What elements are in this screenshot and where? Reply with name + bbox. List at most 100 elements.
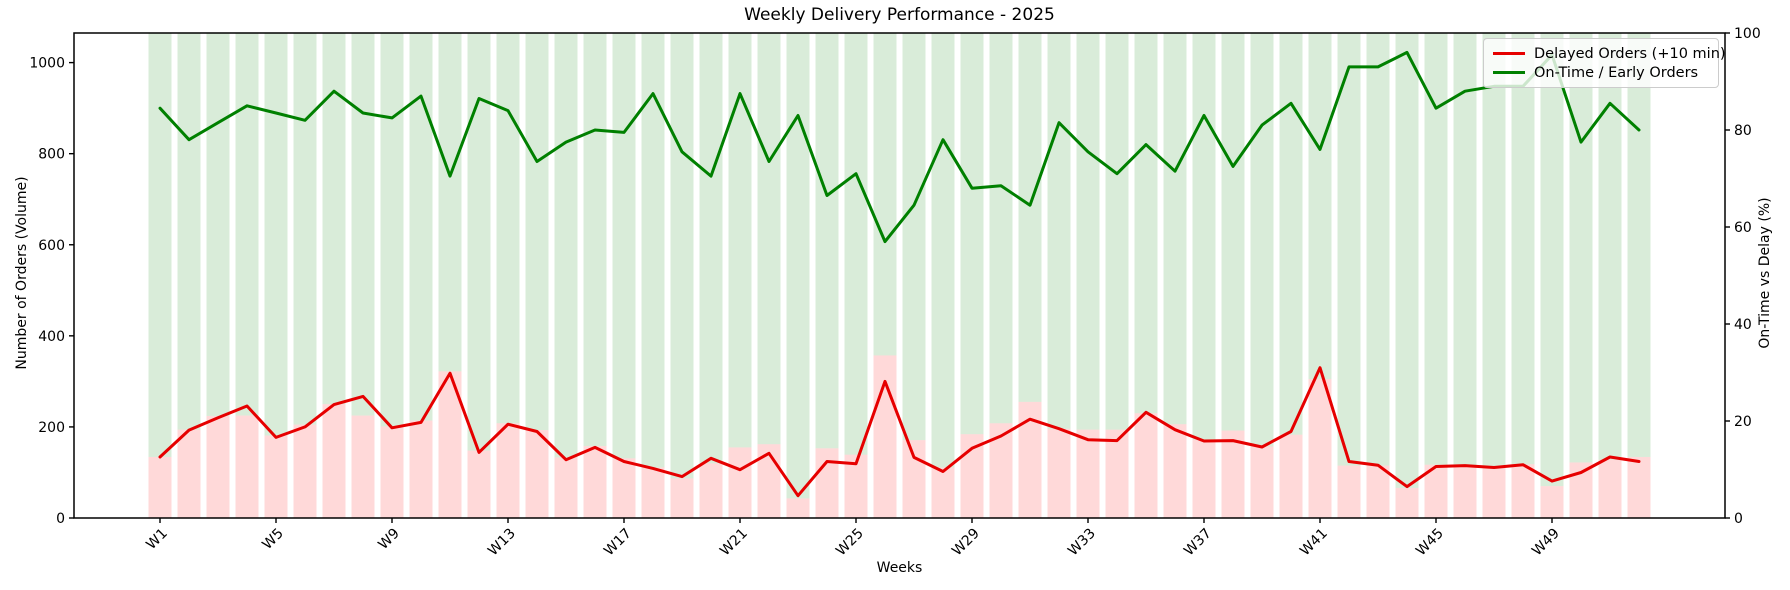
x-tick-label: W45 bbox=[1413, 526, 1447, 560]
delayed-bar bbox=[467, 450, 491, 518]
x-tick-label: W25 bbox=[833, 526, 867, 560]
ontime-bar bbox=[612, 33, 636, 459]
delayed-bar bbox=[351, 415, 375, 518]
delayed-bar bbox=[235, 415, 259, 518]
delayed-bar bbox=[583, 446, 607, 518]
y-left-tick-label: 0 bbox=[56, 511, 65, 527]
ontime-bar bbox=[931, 33, 955, 468]
ontime-bar bbox=[844, 33, 868, 455]
ontime-bar bbox=[1337, 33, 1361, 466]
delayed-bar bbox=[438, 371, 462, 518]
ontime-bar bbox=[351, 33, 375, 416]
ontime-bar bbox=[815, 33, 839, 449]
ontime-bar bbox=[1598, 33, 1622, 460]
delayed-bar bbox=[873, 355, 897, 518]
ontime-bar bbox=[583, 33, 607, 447]
delayed-bar bbox=[1105, 429, 1129, 518]
legend: Delayed Orders (+10 min) On-Time / Early… bbox=[1483, 38, 1726, 88]
ontime-bar bbox=[438, 33, 462, 372]
delayed-bar bbox=[1279, 434, 1303, 518]
delayed-bar bbox=[815, 448, 839, 518]
x-tick-label: W17 bbox=[601, 526, 635, 560]
delayed-bar bbox=[1163, 424, 1187, 518]
ontime-bar bbox=[380, 33, 404, 427]
delayed-bar bbox=[293, 424, 317, 518]
delayed-bar bbox=[728, 447, 752, 518]
y-left-tick-label: 200 bbox=[38, 420, 65, 436]
delayed-bar bbox=[496, 423, 520, 518]
ontime-bar bbox=[728, 33, 752, 448]
legend-line-swatch-ontime bbox=[1493, 70, 1525, 75]
ontime-bar bbox=[699, 33, 723, 464]
delayed-bar bbox=[1569, 462, 1593, 518]
x-axis-title: Weeks bbox=[876, 560, 923, 576]
y-right-tick-label: 20 bbox=[1734, 414, 1752, 430]
delayed-bar bbox=[960, 434, 984, 518]
delayed-bar bbox=[1627, 456, 1651, 518]
delayed-bar bbox=[1250, 446, 1274, 518]
legend-line-swatch-delayed bbox=[1493, 51, 1525, 56]
ontime-line bbox=[158, 50, 1641, 244]
delayed-bar bbox=[1482, 466, 1506, 518]
delayed-bar bbox=[1424, 464, 1448, 518]
ontime-bar bbox=[496, 33, 520, 424]
legend-item: Delayed Orders (+10 min) bbox=[1493, 44, 1726, 63]
delayed-bar bbox=[1453, 465, 1477, 518]
delayed-bar bbox=[148, 456, 172, 518]
ontime-bar bbox=[1627, 33, 1651, 457]
delayed-bar bbox=[206, 415, 230, 518]
ontime-bar bbox=[757, 33, 781, 445]
x-tick-label: W21 bbox=[717, 526, 751, 560]
delayed-bar bbox=[1221, 430, 1245, 518]
ontime-bar bbox=[902, 33, 926, 441]
ontime-bar bbox=[1279, 33, 1303, 435]
ontime-bar bbox=[1482, 33, 1506, 467]
ontime-bar bbox=[148, 33, 172, 457]
delayed-bar bbox=[322, 404, 346, 518]
delayed-bar bbox=[1308, 379, 1332, 518]
delayed-bar bbox=[931, 467, 955, 518]
delayed-bar bbox=[1047, 428, 1071, 518]
delayed-bar bbox=[1598, 459, 1622, 518]
delayed-line bbox=[158, 366, 1641, 498]
delayed-bar bbox=[786, 498, 810, 518]
ontime-bar bbox=[322, 33, 346, 405]
delayed-bar bbox=[1366, 465, 1390, 518]
x-tick-label: W49 bbox=[1529, 526, 1563, 560]
delayed-bar bbox=[1337, 465, 1361, 518]
ontime-bar bbox=[1221, 33, 1245, 431]
ontime-bar bbox=[1105, 33, 1129, 430]
delayed-bar bbox=[554, 457, 578, 518]
delayed-bar bbox=[670, 478, 694, 518]
y-axis-right-title: On-Time vs Delay (%) bbox=[1757, 197, 1773, 349]
ontime-bar bbox=[641, 33, 665, 468]
delayed-bar bbox=[1192, 439, 1216, 518]
ontime-bar bbox=[1366, 33, 1390, 466]
delayed-bar bbox=[264, 435, 288, 518]
x-tick-label: W37 bbox=[1181, 526, 1215, 560]
ontime-bar bbox=[206, 33, 230, 416]
ontime-bar bbox=[1453, 33, 1477, 466]
ontime-bar bbox=[1134, 33, 1158, 414]
ontime-bar bbox=[1569, 33, 1593, 463]
delayed-bar bbox=[902, 440, 926, 518]
delayed-bar bbox=[1134, 413, 1158, 518]
delayed-bar bbox=[177, 429, 201, 518]
x-tick-label: W9 bbox=[375, 526, 402, 553]
delayed-bar bbox=[699, 463, 723, 518]
delayed-bar bbox=[1511, 464, 1535, 518]
ontime-bar bbox=[1018, 33, 1042, 402]
delayed-bar bbox=[525, 430, 549, 518]
x-tick-label: W5 bbox=[259, 526, 286, 553]
x-tick-label: W1 bbox=[143, 526, 170, 553]
delayed-bar bbox=[612, 458, 636, 518]
x-tick-label: W13 bbox=[485, 526, 519, 560]
ontime-bar bbox=[786, 33, 810, 499]
ontime-bar bbox=[989, 33, 1013, 424]
y-axis-left-title: Number of Orders (Volume) bbox=[14, 176, 30, 370]
ontime-bar bbox=[293, 33, 317, 425]
chart-title: Weekly Delivery Performance - 2025 bbox=[744, 5, 1055, 25]
ontime-bar bbox=[1076, 33, 1100, 430]
delayed-bar bbox=[989, 423, 1013, 518]
